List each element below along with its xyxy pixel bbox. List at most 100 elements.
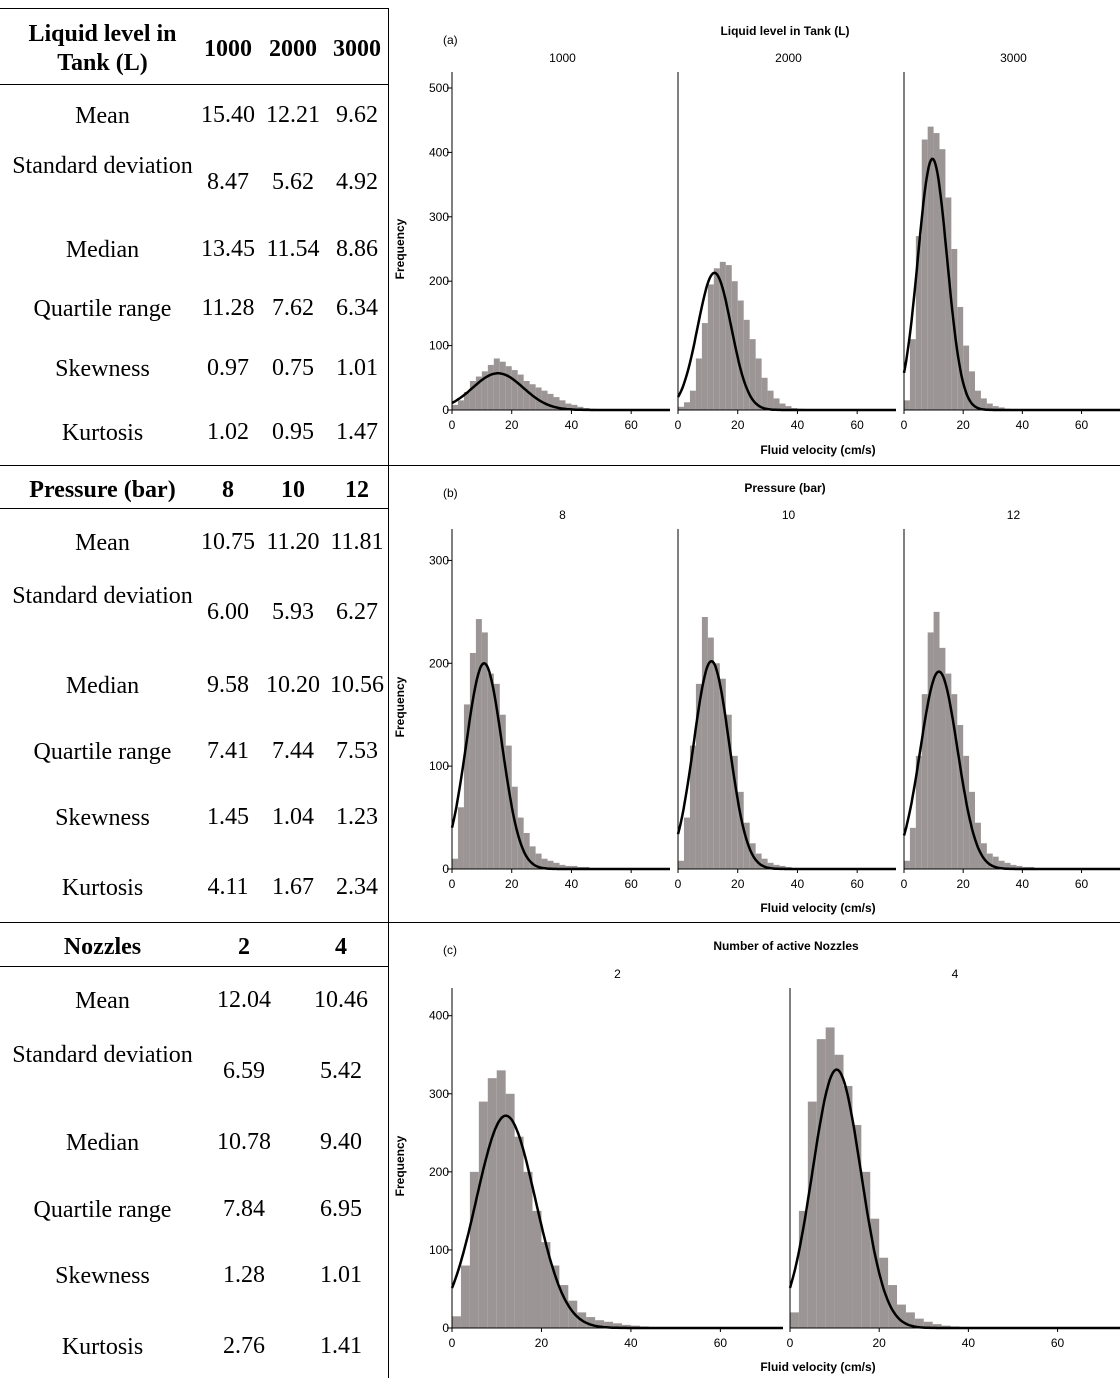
histogram-bar: [915, 755, 922, 869]
histogram-bar: [992, 856, 999, 869]
histogram-bar: [725, 714, 732, 869]
histogram-bar: [701, 323, 708, 410]
histogram-bar: [565, 403, 572, 410]
panel-title: 3000: [1000, 51, 1027, 65]
table-cell: 1.67: [272, 874, 314, 900]
table-header-value: 8: [222, 476, 234, 503]
histogram-bar: [469, 1171, 479, 1328]
table-cell: 1.41: [320, 1333, 362, 1359]
x-tick-label: 20: [731, 418, 745, 432]
histogram-bar: [559, 400, 566, 410]
histogram-bar: [852, 1125, 862, 1328]
table-row-label: Quartile range: [33, 296, 172, 322]
table-cell: 8.86: [336, 236, 378, 262]
table-cell: 1.01: [320, 1262, 362, 1288]
histogram-bar: [457, 807, 464, 869]
table-cell: 5.93: [272, 599, 314, 625]
x-tick-label: 0: [449, 877, 456, 891]
histogram-bar: [807, 1101, 817, 1328]
histogram-bar: [475, 376, 482, 410]
histogram-bar: [523, 1171, 533, 1328]
histogram-bar: [785, 406, 792, 410]
x-tick-label: 20: [873, 1336, 887, 1350]
histogram-bar: [496, 1070, 506, 1328]
panel-title: 8: [559, 508, 566, 522]
table-cell: 9.62: [336, 102, 378, 128]
histogram-bar: [998, 860, 1005, 869]
histogram-bar: [761, 377, 768, 410]
histogram-bar: [595, 1320, 605, 1328]
panel-title: 12: [1007, 508, 1021, 522]
table-header-rule: [0, 508, 388, 509]
histogram-bar: [798, 1210, 808, 1328]
chart-title: Number of active Nozzles: [713, 939, 859, 953]
x-tick-label: 0: [449, 1336, 456, 1350]
y-axis-label: Frequency: [393, 1135, 407, 1196]
histogram-bar: [452, 858, 458, 869]
panel-label: (b): [443, 486, 458, 500]
histogram-bar: [749, 339, 756, 410]
x-tick-label: 20: [505, 877, 519, 891]
table-cell: 9.58: [207, 672, 249, 698]
table-cell: 6.34: [336, 295, 378, 321]
table-cell: 10.78: [217, 1129, 271, 1155]
x-tick-label: 20: [956, 418, 970, 432]
x-tick-label: 0: [675, 877, 682, 891]
histogram-bar: [541, 390, 548, 410]
table-cell: 7.62: [272, 295, 314, 321]
histogram-bar: [678, 860, 684, 869]
table-cell: 0.97: [207, 355, 249, 381]
histogram-bar: [870, 1218, 880, 1328]
y-tick-label: 300: [429, 210, 449, 224]
table-row-label: Skewness: [55, 805, 150, 831]
histogram-bar: [1010, 864, 1017, 869]
histogram-bar: [834, 1054, 844, 1328]
histogram-bar: [743, 319, 750, 410]
histogram-bar: [707, 637, 714, 869]
table-header-rule: [0, 84, 388, 85]
table-row-label: Mean: [75, 103, 130, 129]
histogram-bar: [939, 647, 946, 869]
histogram-bar: [904, 860, 910, 869]
histogram-bar: [701, 617, 708, 869]
x-tick-label: 40: [962, 1336, 976, 1350]
histogram-bar: [695, 358, 702, 410]
table-header-value: 4: [335, 933, 347, 960]
histogram-bar: [909, 339, 916, 410]
table-cell: 4.11: [207, 874, 249, 900]
y-tick-label: 500: [429, 81, 449, 95]
x-tick-label: 60: [714, 1336, 728, 1350]
histogram-bar: [469, 653, 476, 869]
panel-label: (a): [443, 33, 458, 47]
table-cell: 11.20: [266, 529, 320, 555]
table-row-label: Skewness: [55, 356, 150, 382]
histogram-bar: [888, 1285, 898, 1328]
table-cell: 12.04: [217, 987, 271, 1013]
histogram-bar: [457, 400, 464, 410]
chart-title: Liquid level in Tank (L): [720, 24, 849, 38]
histogram-bar: [695, 683, 702, 869]
panel-title: 1000: [549, 51, 576, 65]
y-tick-label: 100: [429, 339, 449, 353]
histogram-bar: [553, 397, 560, 410]
histogram-bar: [933, 133, 940, 410]
histogram-bar: [689, 745, 696, 869]
x-tick-label: 40: [791, 418, 805, 432]
y-tick-label: 300: [429, 553, 449, 567]
x-tick-label: 60: [1075, 877, 1089, 891]
histogram-bar: [980, 843, 987, 869]
histogram-bar: [535, 853, 542, 869]
histogram-bar: [986, 403, 993, 410]
panel-title: 10: [782, 508, 796, 522]
x-tick-label: 0: [901, 418, 908, 432]
histogram-bar: [945, 673, 952, 869]
histogram-bar: [951, 694, 958, 869]
table-row-label: Standard deviation: [12, 583, 193, 609]
panel-label: (c): [443, 943, 457, 957]
panel-title: 4: [952, 967, 959, 981]
table-cell: 10.20: [266, 672, 320, 698]
histogram-bar: [731, 755, 738, 869]
histogram-bar: [921, 139, 928, 410]
table-header-label: Pressure (bar): [29, 476, 176, 503]
y-axis-label: Frequency: [393, 676, 407, 737]
